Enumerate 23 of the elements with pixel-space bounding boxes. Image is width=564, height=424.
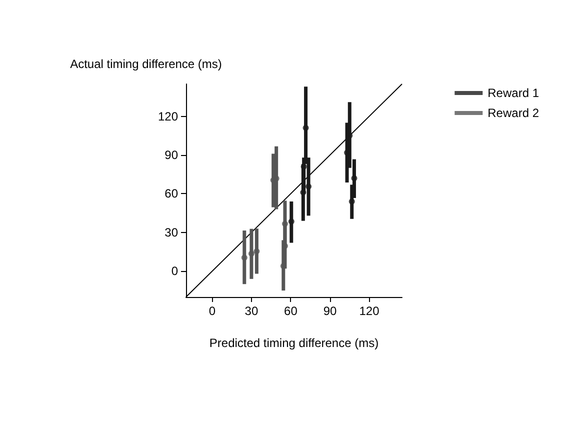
x-axis-title: Predicted timing difference (ms) <box>209 336 379 350</box>
legend-label: Reward 1 <box>488 86 540 100</box>
point <box>248 250 254 257</box>
y-axis-title: Actual timing difference (ms) <box>70 57 222 71</box>
y-tick-label: 30 <box>164 225 178 240</box>
y-tick-label: 60 <box>164 186 178 201</box>
x-tick-label: 30 <box>244 304 258 318</box>
x-tick-label: 120 <box>359 304 380 318</box>
x-tick-label: 90 <box>323 304 337 318</box>
y-tick-label: 90 <box>164 148 178 162</box>
y-tick-label: 0 <box>171 264 178 278</box>
x-tick-label: 0 <box>208 304 216 318</box>
point <box>254 248 260 254</box>
legend-label: Reward 2 <box>488 106 540 120</box>
point <box>348 198 355 204</box>
point <box>302 124 309 131</box>
x-tick-label: 60 <box>284 304 298 318</box>
point <box>288 218 294 224</box>
point <box>306 184 312 190</box>
point <box>282 220 288 227</box>
point <box>351 175 358 182</box>
y-tick-label: 120 <box>158 109 178 124</box>
point <box>241 254 248 261</box>
